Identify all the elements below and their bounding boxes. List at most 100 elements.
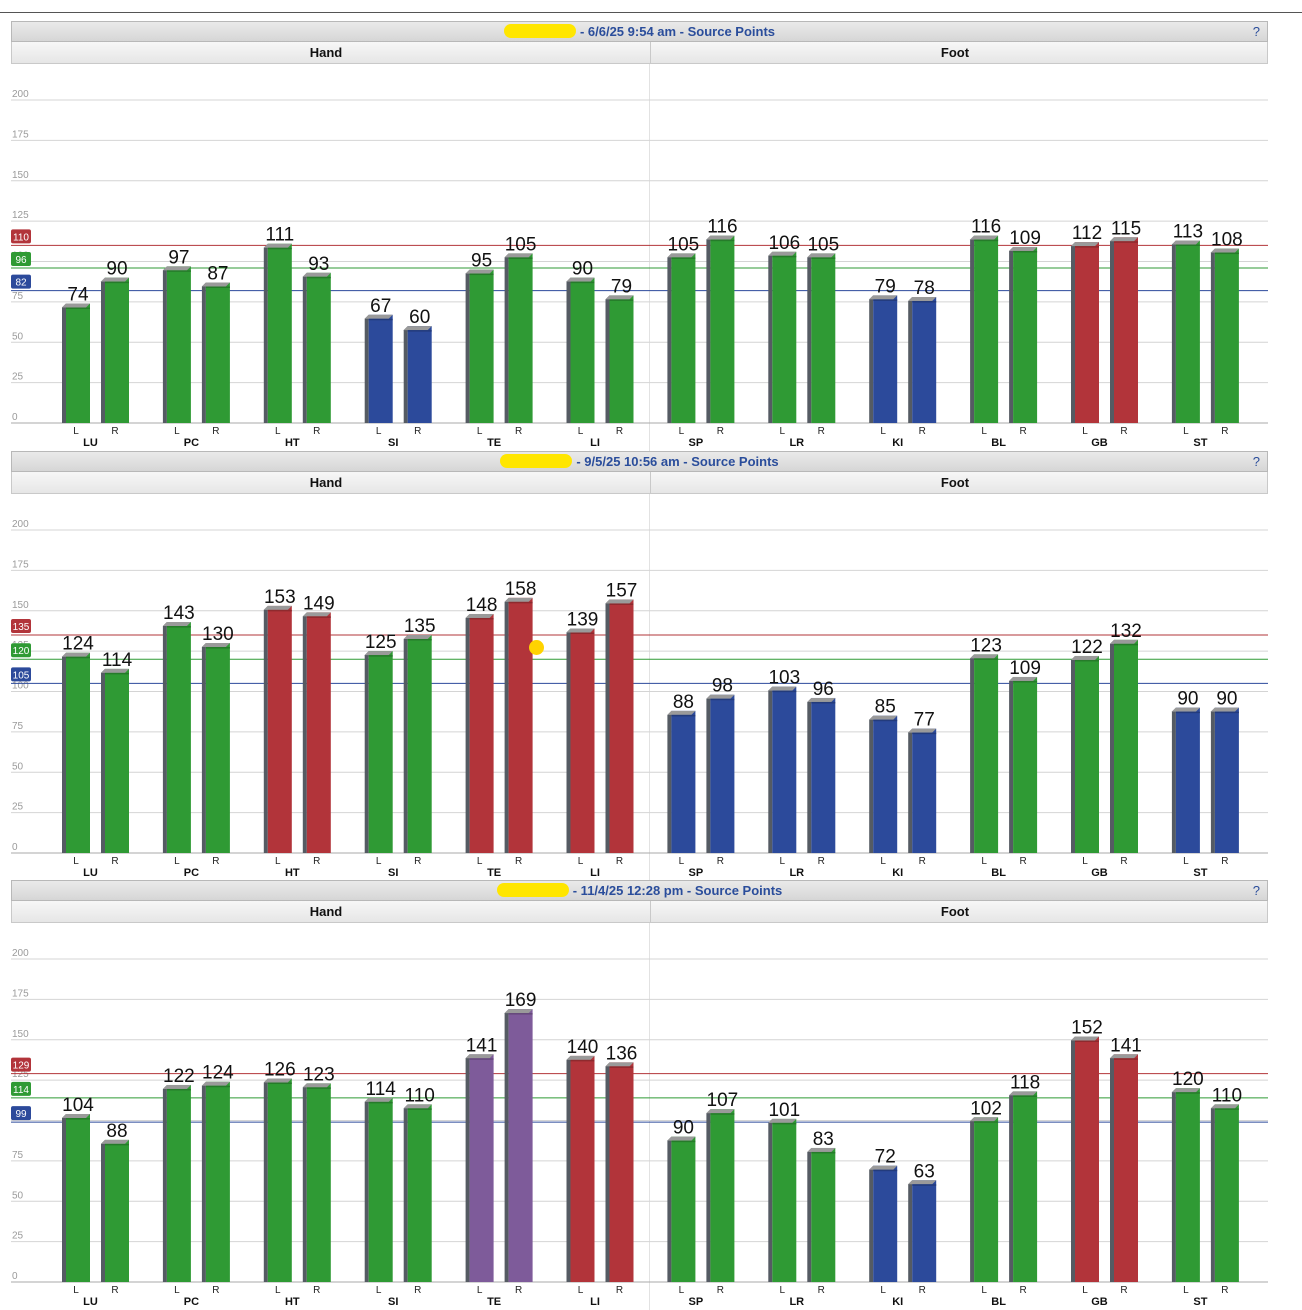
bar-side	[1171, 707, 1176, 853]
bar-value-label: 120	[1172, 1069, 1204, 1090]
section-divider	[650, 42, 651, 63]
bar	[671, 1136, 696, 1282]
category-tick-label: PC	[184, 437, 199, 449]
bar-side	[605, 1062, 610, 1282]
bar	[368, 651, 393, 853]
side-tick-label: R	[1120, 856, 1127, 867]
bar-top	[908, 1180, 937, 1185]
bar-top	[62, 303, 90, 308]
bar-value-label: 98	[712, 676, 733, 697]
bar	[205, 1081, 230, 1282]
category-tick-label: SI	[388, 437, 398, 449]
side-tick-label: L	[679, 426, 685, 437]
side-tick-label: L	[1082, 1285, 1088, 1296]
bar-edge	[710, 239, 735, 242]
bar-top	[364, 651, 393, 656]
bar-side	[768, 686, 773, 853]
bar	[508, 1009, 533, 1282]
bar	[710, 1109, 735, 1282]
side-tick-label: R	[515, 856, 522, 867]
bar-top	[768, 686, 797, 691]
bar	[570, 1055, 595, 1282]
side-tick-label: R	[313, 1285, 320, 1296]
bar-edge	[105, 672, 129, 675]
reference-value-label: 114	[13, 1085, 29, 1096]
bar-side	[62, 652, 66, 853]
side-tick-label: R	[414, 1285, 421, 1296]
y-tick-label: 0	[12, 1271, 18, 1282]
bar-side	[62, 1114, 66, 1282]
reference-badge-green	[11, 643, 31, 658]
bar-side	[1171, 1088, 1176, 1282]
bar-value-label: 105	[807, 234, 839, 255]
bar-edge	[66, 1118, 90, 1120]
help-icon[interactable]: ?	[1252, 24, 1260, 39]
bar-top	[908, 728, 937, 733]
bar-value-label: 78	[914, 278, 935, 299]
bar-side	[1210, 248, 1215, 423]
bar-top	[263, 243, 292, 248]
reference-value-label: 96	[15, 255, 27, 266]
bar-top	[62, 1114, 90, 1119]
chart-panel: - 11/4/25 12:28 pm - Source Points? Hand F…	[0, 880, 1302, 1310]
bar-value-label: 90	[106, 259, 127, 280]
bar	[570, 277, 595, 423]
section-label-hand: Hand	[309, 45, 343, 60]
side-tick-label: R	[111, 426, 118, 437]
bar	[1175, 1088, 1200, 1282]
bar-value-label: 116	[971, 217, 1001, 238]
bar-edge	[811, 701, 836, 704]
bar-top	[201, 1081, 230, 1086]
bar-value-label: 83	[813, 1129, 834, 1150]
bar	[671, 253, 696, 423]
bar-value-label: 153	[264, 587, 296, 608]
bar-side	[667, 253, 672, 423]
y-tick-label: 175	[12, 129, 29, 140]
bar-side	[201, 1081, 206, 1282]
reference-badge-green	[11, 251, 31, 266]
bar-side	[1210, 707, 1215, 853]
bar-edge	[368, 1101, 393, 1104]
bar-side	[201, 282, 206, 423]
side-tick-label: L	[477, 856, 483, 867]
bar-top	[706, 1109, 735, 1114]
bar-edge	[1075, 1040, 1099, 1043]
bar-value-label: 95	[471, 251, 492, 272]
bar-top	[1009, 1091, 1038, 1096]
category-tick-label: TE	[487, 437, 501, 449]
bar-side	[566, 1055, 571, 1282]
bar-top	[970, 235, 999, 240]
bar	[1013, 676, 1038, 853]
bar-value-label: 143	[163, 603, 195, 624]
bar-side	[970, 235, 975, 423]
bar-side	[403, 634, 408, 853]
bar-top	[1110, 1054, 1138, 1059]
bar-top	[263, 605, 292, 610]
bar-top	[970, 654, 999, 659]
help-icon[interactable]: ?	[1252, 454, 1260, 469]
bar-top	[869, 295, 898, 300]
y-tick-label: 25	[12, 802, 24, 813]
help-icon[interactable]: ?	[1252, 883, 1260, 898]
bar-value-label: 90	[1216, 689, 1237, 710]
bar-top	[364, 1097, 393, 1102]
bar	[407, 1104, 432, 1282]
category-tick-label: BL	[991, 1296, 1006, 1308]
bar	[974, 654, 999, 853]
bar-side	[364, 651, 369, 853]
category-tick-label: BL	[991, 437, 1006, 449]
bar-edge	[710, 698, 735, 701]
bar-edge	[66, 307, 90, 309]
bar-value-label: 101	[768, 1100, 800, 1121]
bar	[306, 272, 331, 423]
side-tick-label: R	[818, 426, 825, 437]
side-tick-label: R	[414, 426, 421, 437]
side-tick-label: R	[111, 856, 118, 867]
bar-value-label: 90	[673, 1118, 694, 1139]
bar-side	[263, 243, 268, 423]
bar-edge	[772, 255, 797, 258]
side-tick-label: L	[174, 856, 180, 867]
bar-top	[465, 269, 494, 274]
reference-value-label: 110	[13, 232, 29, 243]
bar-side	[667, 1136, 672, 1282]
